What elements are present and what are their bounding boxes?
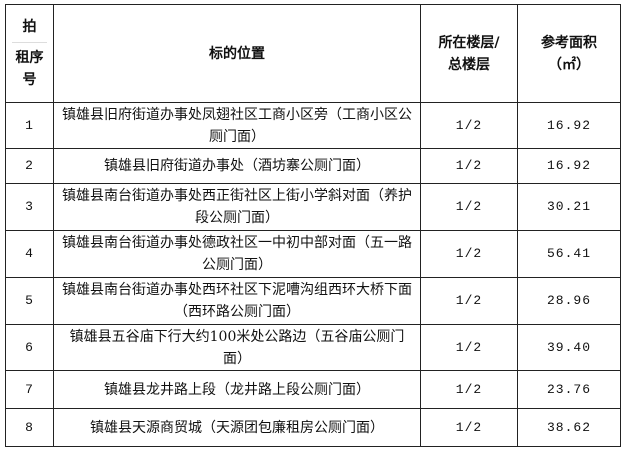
row-location: 镇雄县南台街道办事处德政社区一中初中部对面（五一路公厕门面） [53,230,421,278]
row-area: 16.92 [517,102,621,149]
header-seq-line: 号 [22,72,37,88]
row-area: 28.96 [517,277,621,325]
row-area: 39.40 [517,324,621,371]
header-row: 拍 租序 号 标的位置 所在楼层/ 总楼层 参考面积 （㎡） [5,4,621,103]
divider [12,42,47,43]
row-number: 7 [5,370,54,409]
row-location: 镇雄县五谷庙下行大约100米处公路边（五谷庙公厕门面） [53,324,421,371]
header-seq: 拍 租序 号 [5,4,54,103]
row-number: 4 [5,230,54,278]
table-row: 4 镇雄县南台街道办事处德政社区一中初中部对面（五一路公厕门面） 1/2 56.41 [5,230,621,278]
header-area-line: （㎡） [548,56,590,73]
header-seq-line: 租序 [15,50,44,66]
row-area: 30.21 [517,183,621,231]
table-row: 8 镇雄县天源商贸城（天源团包廉租房公厕门面） 1/2 38.62 [5,408,621,447]
table-row: 1 镇雄县旧府街道办事处凤翅社区工商小区旁（工商小区公厕门面） 1/2 16.92 [5,102,621,149]
row-floor: 1/2 [420,277,518,325]
row-floor: 1/2 [420,148,518,184]
row-location: 镇雄县南台街道办事处西环社区下泥嘈沟组西环大桥下面（西环路公厕门面） [53,277,421,325]
row-floor: 1/2 [420,102,518,149]
row-floor: 1/2 [420,183,518,231]
header-floor: 所在楼层/ 总楼层 [420,4,518,103]
row-location: 镇雄县旧府街道办事处凤翅社区工商小区旁（工商小区公厕门面） [53,102,421,149]
row-area: 38.62 [517,408,621,447]
table-row: 6 镇雄县五谷庙下行大约100米处公路边（五谷庙公厕门面） 1/2 39.40 [5,324,621,371]
header-floor-line: 所在楼层/ [438,34,500,51]
row-location: 镇雄县旧府街道办事处（酒坊寨公厕门面） [53,148,421,184]
row-location: 镇雄县天源商贸城（天源团包廉租房公厕门面） [53,408,421,447]
row-location: 镇雄县龙井路上段（龙井路上段公厕门面） [53,370,421,409]
table-row: 3 镇雄县南台街道办事处西正街社区上街小学斜对面（养护段公厕门面） 1/2 30.21 [5,183,621,231]
table-row: 7 镇雄县龙井路上段（龙井路上段公厕门面） 1/2 23.76 [5,370,621,409]
row-number: 1 [5,102,54,149]
row-area: 16.92 [517,148,621,184]
row-number: 3 [5,183,54,231]
table-row: 5 镇雄县南台街道办事处西环社区下泥嘈沟组西环大桥下面（西环路公厕门面） 1/2 28… [5,277,621,325]
header-location: 标的位置 [53,4,421,103]
row-area: 56.41 [517,230,621,278]
table-row: 2 镇雄县旧府街道办事处（酒坊寨公厕门面） 1/2 16.92 [5,148,621,184]
row-number: 8 [5,408,54,447]
row-number: 5 [5,277,54,325]
header-area-line: 参考面积 [541,34,597,51]
row-area: 23.76 [517,370,621,409]
header-seq-line: 拍 [22,19,37,35]
row-floor: 1/2 [420,408,518,447]
rental-table: 拍 租序 号 标的位置 所在楼层/ 总楼层 参考面积 （㎡） 1 镇雄县旧府街道办… [5,4,621,447]
row-number: 6 [5,324,54,371]
row-location: 镇雄县南台街道办事处西正街社区上街小学斜对面（养护段公厕门面） [53,183,421,231]
header-area: 参考面积 （㎡） [517,4,621,103]
row-number: 2 [5,148,54,184]
row-floor: 1/2 [420,370,518,409]
row-floor: 1/2 [420,324,518,371]
row-floor: 1/2 [420,230,518,278]
header-floor-line: 总楼层 [448,56,490,73]
